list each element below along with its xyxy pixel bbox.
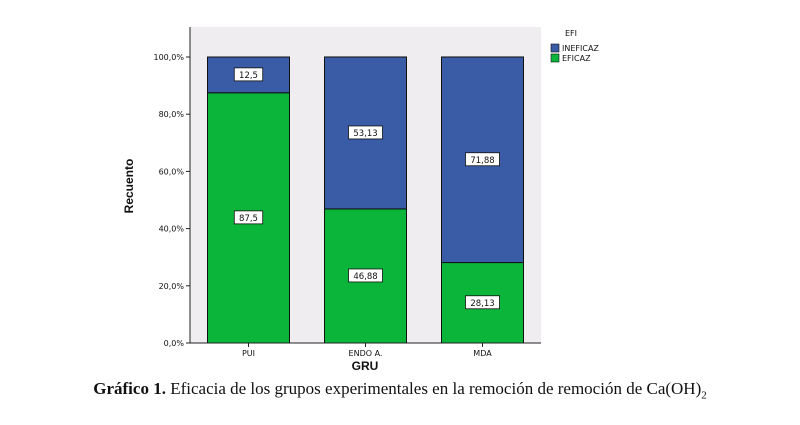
data-label-box xyxy=(348,268,383,283)
data-label: 53,13 xyxy=(353,129,377,139)
stacked-bar-chart: 87,5 12,5 46,88 53,13 28,13 71,88 0,0% 20,0% 40… xyxy=(122,27,599,373)
y-tick-label: 40,0% xyxy=(159,225,185,234)
y-tick-label: 100,0% xyxy=(153,53,184,62)
data-label: 46,88 xyxy=(353,272,377,282)
y-tick-label: 20,0% xyxy=(159,282,185,291)
caption-subscript: 2 xyxy=(701,389,707,402)
data-label: 12,5 xyxy=(239,71,258,81)
x-tick-label: MDA xyxy=(473,349,492,358)
legend-entry: EFICAZ xyxy=(562,54,591,63)
x-axis-title: GRU xyxy=(352,359,379,373)
y-axis-title: Recuento xyxy=(122,159,136,214)
figure-caption: Gráfico 1. Eficacia de los grupos experi… xyxy=(0,379,800,401)
y-tick-label: 0,0% xyxy=(164,339,185,348)
data-label-box xyxy=(233,67,264,82)
x-tick-label: ENDO A. xyxy=(349,349,383,358)
legend-swatch xyxy=(550,43,560,53)
caption-label: Gráfico 1. xyxy=(93,379,166,398)
data-label-box xyxy=(348,125,383,140)
legend-entry: INEFICAZ xyxy=(562,44,599,53)
data-label: 87,5 xyxy=(239,214,258,224)
data-label-box xyxy=(465,295,500,310)
data-label-box xyxy=(233,210,264,225)
caption-text: Eficacia de los grupos experimentales en… xyxy=(165,379,702,398)
data-label: 28,13 xyxy=(470,299,494,309)
x-tick-label: PUI xyxy=(242,349,255,358)
legend-title: EFI xyxy=(565,29,577,38)
y-tick-label: 80,0% xyxy=(159,110,185,119)
data-label: 71,88 xyxy=(470,156,494,166)
legend-swatch xyxy=(550,53,560,63)
y-tick-label: 60,0% xyxy=(159,167,185,176)
data-label-box xyxy=(465,152,500,167)
